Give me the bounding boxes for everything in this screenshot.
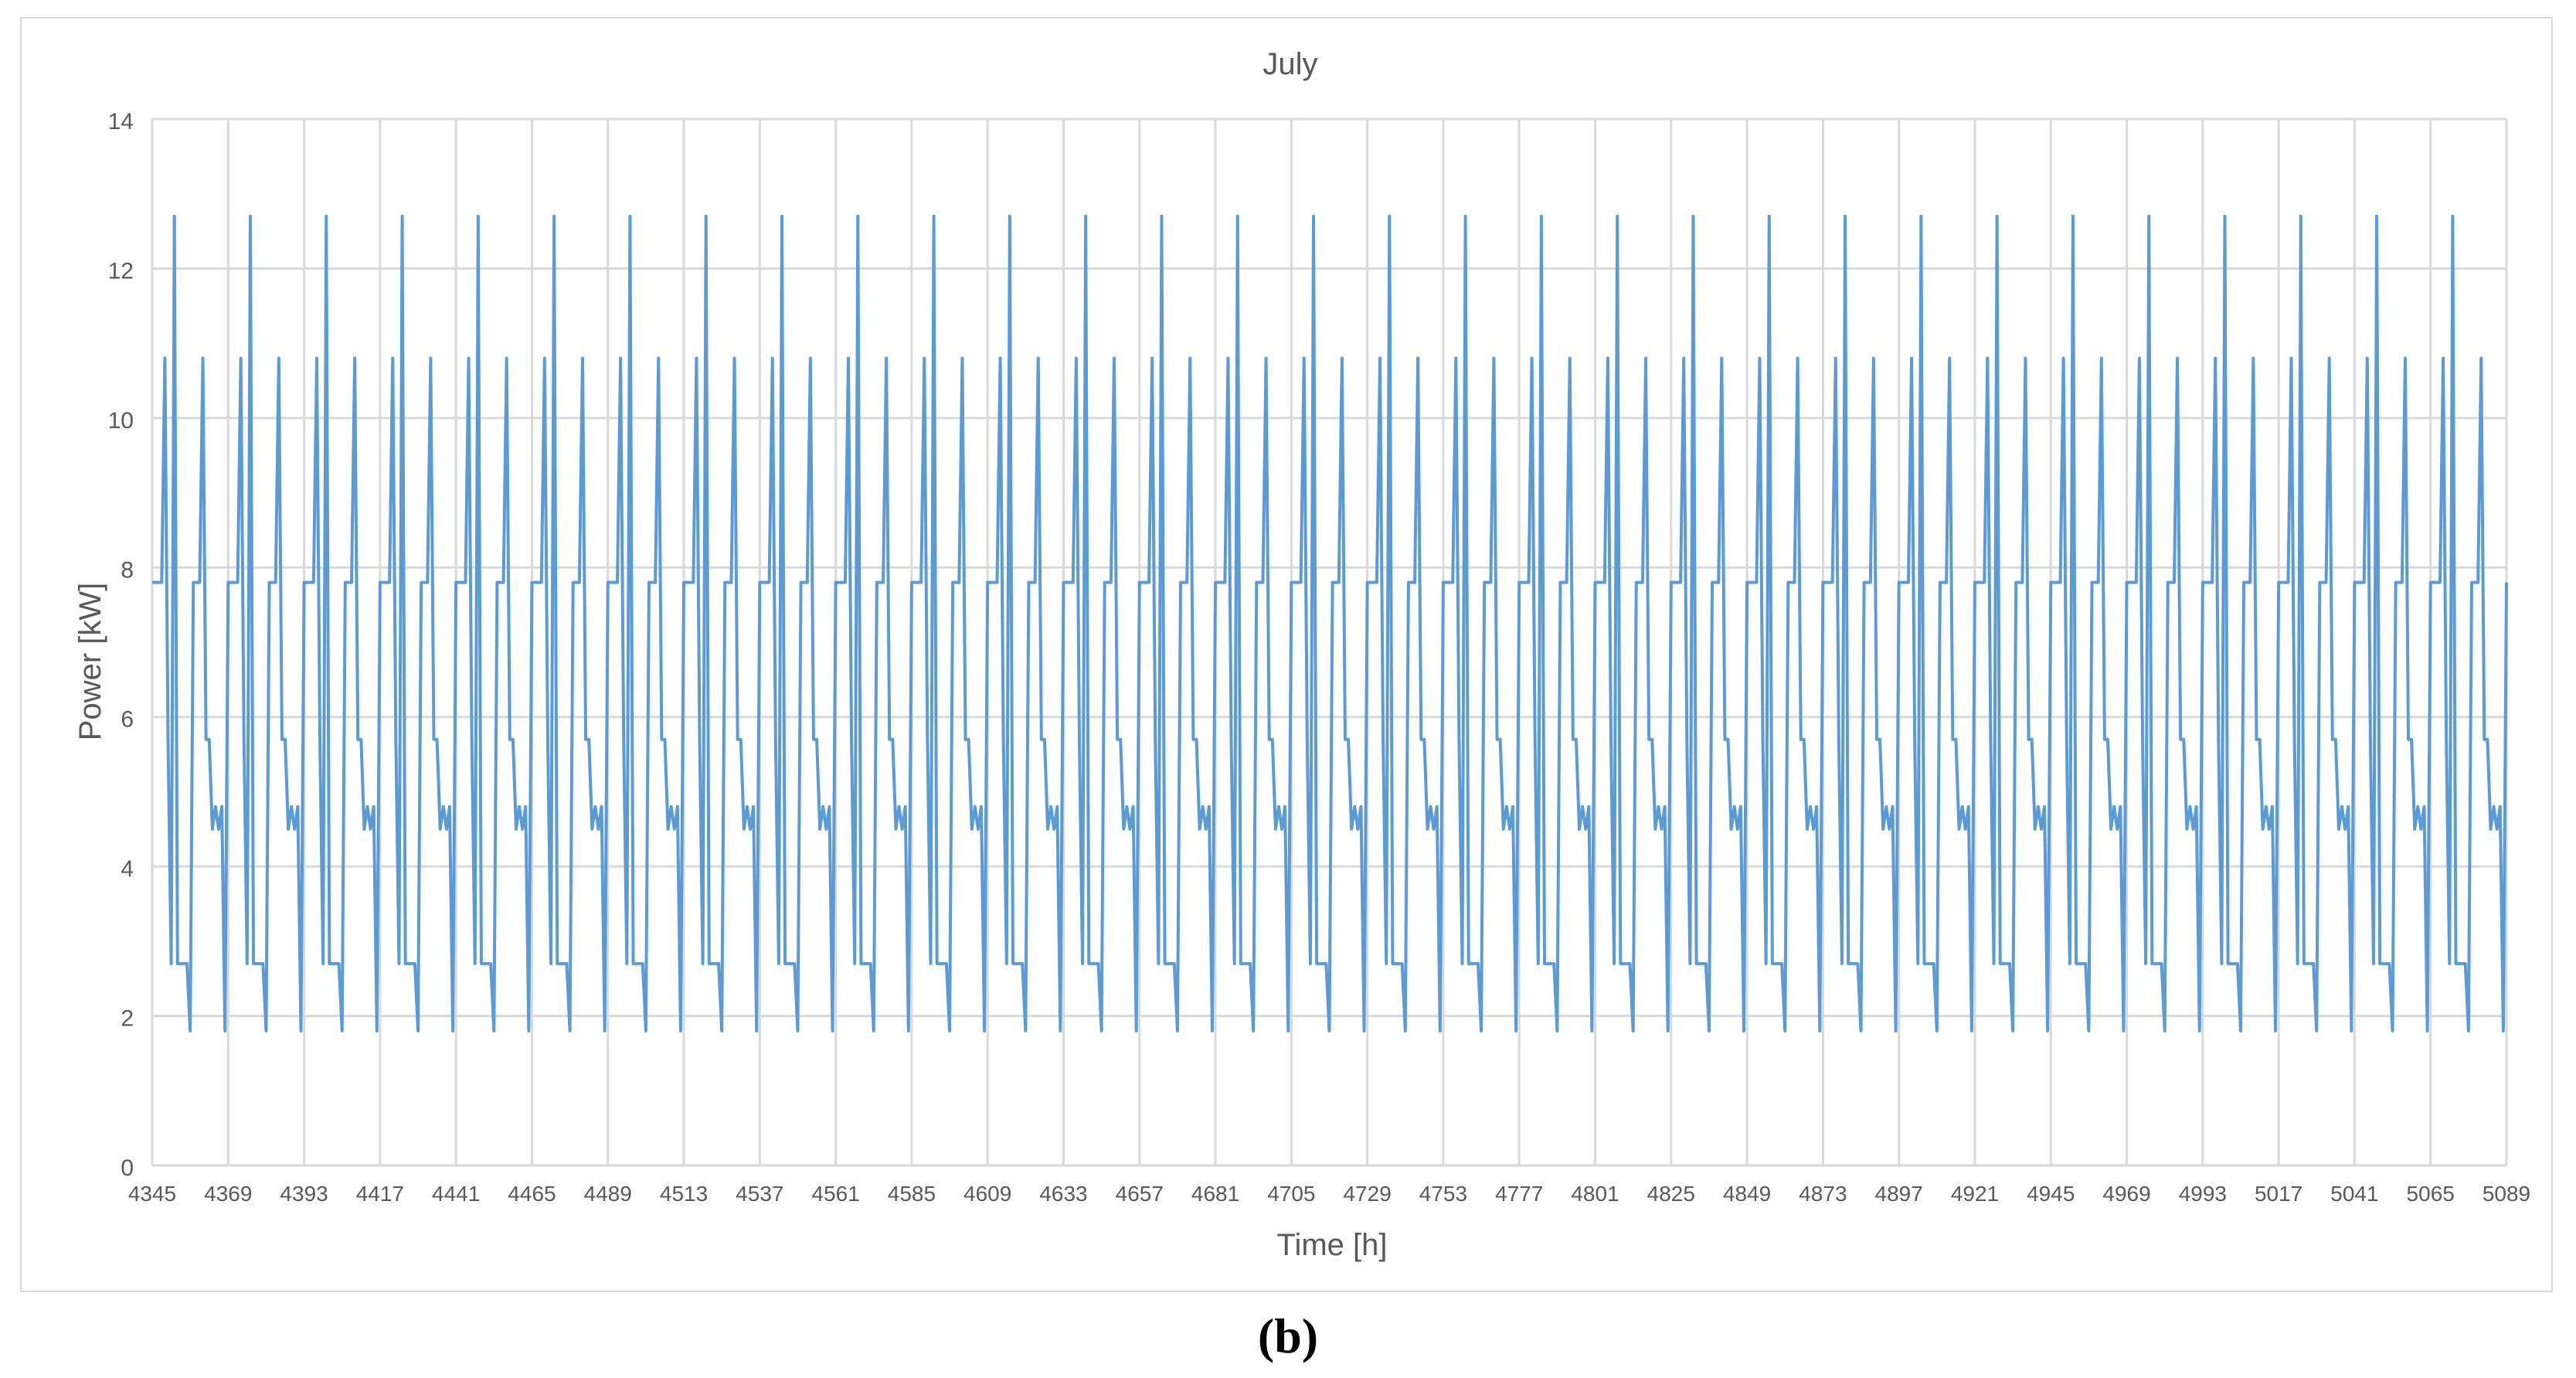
x-tick-label: 4801	[1571, 1182, 1619, 1206]
x-tick-label: 4513	[660, 1182, 708, 1206]
y-tick-label: 0	[121, 1155, 134, 1181]
x-tick-label: 4873	[1799, 1182, 1847, 1206]
x-tick-label: 4945	[2027, 1182, 2075, 1206]
x-tick-label: 4705	[1267, 1182, 1315, 1206]
x-tick-label: 5065	[2407, 1182, 2455, 1206]
y-tick-labels: 0 2 4 6 8 10 12 14	[108, 109, 134, 1181]
x-tick-label: 4849	[1723, 1182, 1771, 1206]
x-tick-label: 4441	[432, 1182, 480, 1206]
x-tick-label: 4921	[1951, 1182, 1999, 1206]
y-axis-title: Power [kW]	[73, 583, 107, 740]
x-tick-label: 5089	[2483, 1182, 2530, 1206]
x-tick-label: 4969	[2102, 1182, 2150, 1206]
x-tick-label: 4585	[888, 1182, 936, 1206]
x-tick-label: 4465	[508, 1182, 556, 1206]
x-tick-label: 4417	[356, 1182, 404, 1206]
x-tick-label: 4609	[963, 1182, 1011, 1206]
chart-title: July	[1263, 47, 1317, 81]
x-tick-label: 4393	[280, 1182, 328, 1206]
x-tick-label: 4897	[1875, 1182, 1923, 1206]
x-tick-label: 4657	[1116, 1182, 1164, 1206]
power-series-line	[152, 214, 2508, 1033]
x-tick-label: 4993	[2179, 1182, 2227, 1206]
y-tick-label: 14	[108, 109, 134, 134]
x-tick-label: 4681	[1191, 1182, 1239, 1206]
x-tick-label: 4753	[1419, 1182, 1467, 1206]
y-tick-label: 10	[108, 408, 134, 434]
y-tick-label: 6	[121, 707, 134, 733]
x-axis-title: Time [h]	[1277, 1228, 1388, 1262]
chart-frame: 0 2 4 6 8 10 12 14 4345 4369 4393 4417 4441 4465 4489…	[20, 17, 2553, 1292]
x-tick-label: 4369	[204, 1182, 252, 1206]
x-tick-label: 4729	[1343, 1182, 1391, 1206]
x-tick-labels: 4345 4369 4393 4417 4441 4465 4489 4513 4537 4561…	[128, 1182, 2530, 1206]
x-tick-label: 4777	[1495, 1182, 1543, 1206]
x-tick-label: 4825	[1647, 1182, 1695, 1206]
x-tick-label: 4561	[811, 1182, 859, 1206]
x-tick-label: 5017	[2255, 1182, 2302, 1206]
x-tick-label: 5041	[2330, 1182, 2378, 1206]
x-tick-label: 4345	[128, 1182, 176, 1206]
series-layer	[152, 214, 2508, 1033]
x-tick-label: 4489	[584, 1182, 632, 1206]
x-tick-label: 4633	[1039, 1182, 1087, 1206]
y-tick-label: 12	[108, 258, 134, 284]
x-tick-label: 4537	[736, 1182, 783, 1206]
line-chart: 0 2 4 6 8 10 12 14 4345 4369 4393 4417 4441 4465 4489…	[73, 47, 2530, 1262]
y-tick-label: 4	[121, 856, 134, 882]
y-tick-label: 8	[121, 557, 134, 583]
y-tick-label: 2	[121, 1006, 134, 1032]
panel-label: (b)	[1257, 1308, 1319, 1363]
